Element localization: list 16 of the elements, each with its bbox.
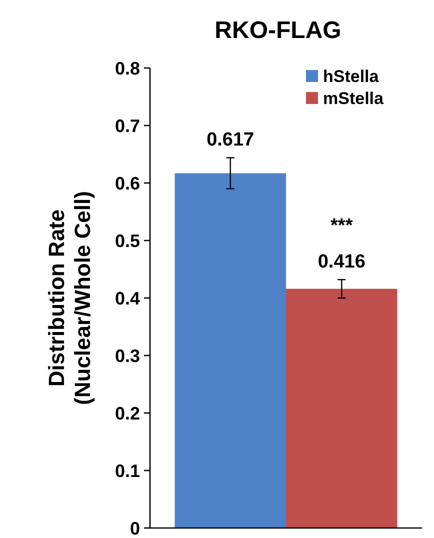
data-label: 0.416 [318, 252, 366, 273]
annotation: *** [330, 216, 354, 237]
legend-label: hStella [323, 66, 380, 86]
y-tick-label: 0.1 [114, 460, 140, 481]
y-tick-label: 0.6 [114, 173, 140, 194]
chart-title: RKO-FLAG [214, 17, 342, 44]
y-tick-label: 0.2 [114, 403, 140, 424]
data-label: 0.617 [206, 130, 254, 151]
y-tick-label: 0.7 [114, 116, 140, 136]
y-axis-title: Distribution Rate (Nuclear/Whole Cell) [44, 191, 95, 405]
legend-label: mStella [323, 88, 384, 108]
y-tick-label: 0.4 [114, 288, 140, 308]
y-tick-label: 0.5 [114, 230, 140, 251]
y-tick-label: 0 [130, 518, 140, 538]
y-tick-label: 0.3 [114, 346, 140, 366]
y-tick-label: 0.8 [114, 58, 140, 78]
